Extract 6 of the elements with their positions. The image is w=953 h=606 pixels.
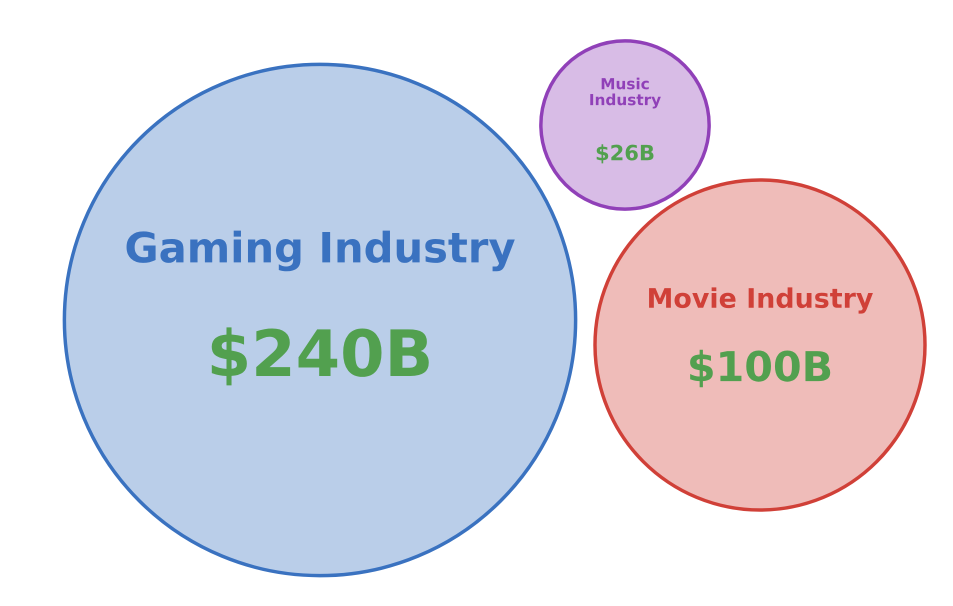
category-label: Music Industry bbox=[590, 78, 661, 108]
category-label: Gaming Industry bbox=[126, 230, 515, 272]
data-label: $240B bbox=[212, 327, 429, 386]
data-label: $100B bbox=[690, 350, 830, 388]
data-label: $26B bbox=[596, 144, 654, 164]
category-label: Movie Industry bbox=[649, 287, 873, 314]
